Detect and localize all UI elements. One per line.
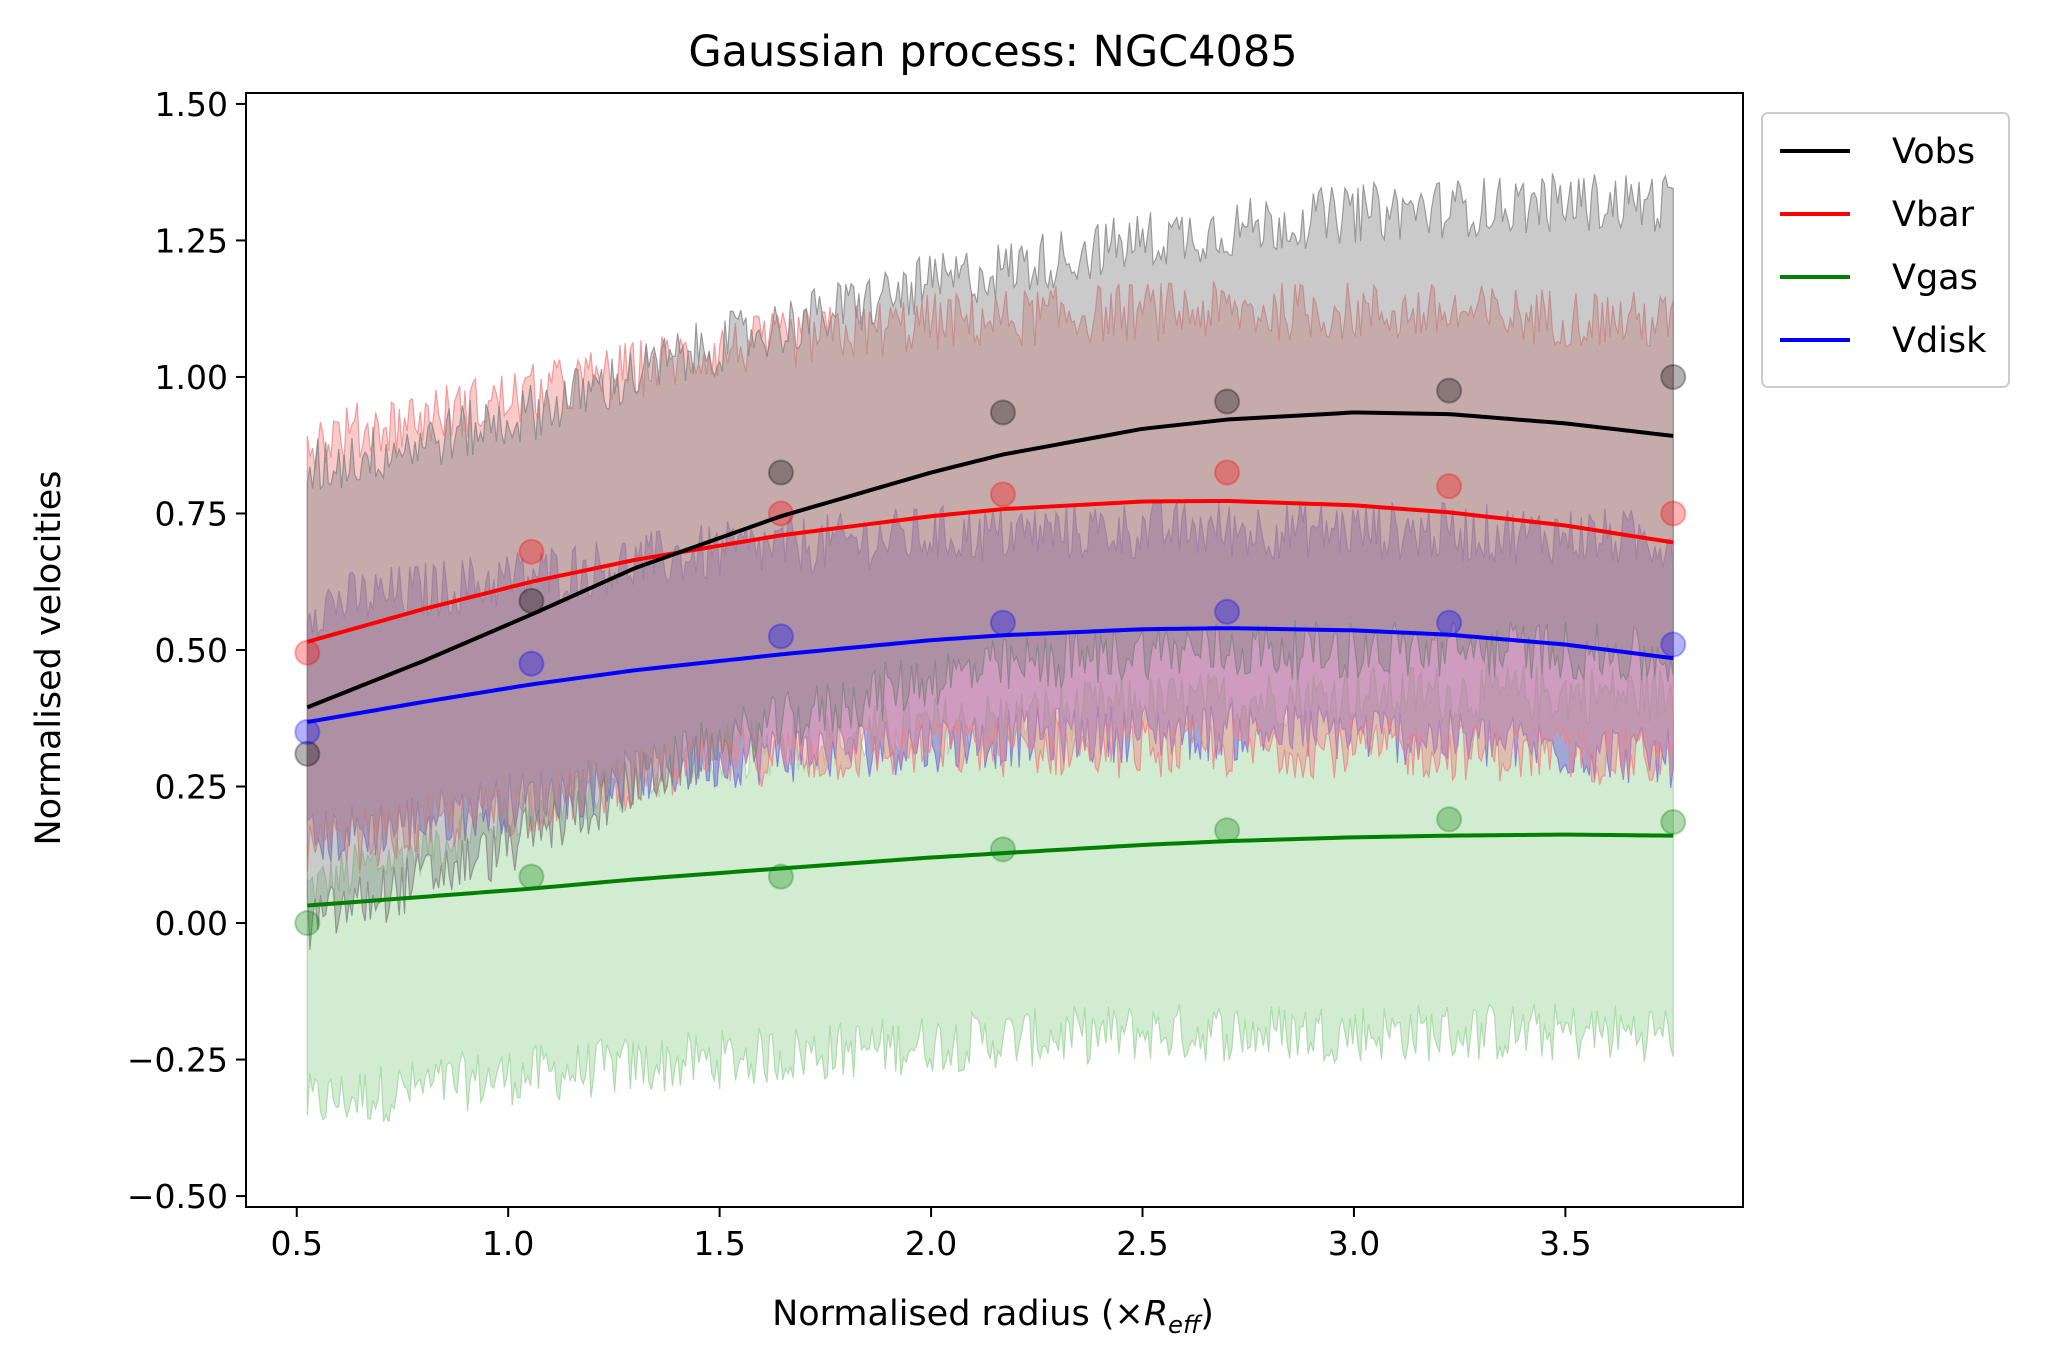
x-axis-label-text: Normalised radius (×Reff) bbox=[772, 1294, 1214, 1339]
band-vbar bbox=[306, 281, 1674, 872]
y-tick-label: −0.25 bbox=[127, 1041, 228, 1080]
x-tick-label: 1.0 bbox=[482, 1224, 534, 1263]
y-tick-label: 0.50 bbox=[155, 631, 228, 670]
data-point-vgas bbox=[1660, 809, 1687, 836]
x-axis-label-symbol: R bbox=[1144, 1294, 1168, 1334]
legend-label-vobs: Vobs bbox=[1892, 132, 1975, 172]
data-point-vbar bbox=[518, 538, 545, 565]
y-tick-label: 1.25 bbox=[155, 221, 228, 260]
x-tick-label: 3.5 bbox=[1539, 1224, 1591, 1263]
y-tick-label: −0.50 bbox=[127, 1177, 228, 1216]
data-point-vobs bbox=[1214, 388, 1241, 415]
data-point-vdisk bbox=[1436, 609, 1463, 636]
data-point-vbar bbox=[1660, 500, 1687, 527]
data-point-vdisk bbox=[294, 718, 321, 745]
x-axis-label-prefix: Normalised radius (× bbox=[772, 1294, 1144, 1334]
data-point-vdisk bbox=[1214, 598, 1241, 625]
data-point-vdisk bbox=[1660, 631, 1687, 658]
data-point-vbar bbox=[294, 639, 321, 666]
data-point-vbar bbox=[989, 481, 1016, 508]
plot-area bbox=[294, 173, 1687, 1123]
data-point-vobs bbox=[989, 399, 1016, 426]
legend-box bbox=[1761, 112, 2010, 388]
line-vbar bbox=[306, 498, 1674, 644]
x-axis-label: Normalised radius (×Reff) bbox=[772, 1294, 1214, 1339]
line-vgas bbox=[307, 832, 1674, 908]
data-point-vgas bbox=[518, 863, 545, 890]
legend-label-vdisk: Vdisk bbox=[1892, 321, 1987, 361]
data-point-vgas bbox=[989, 836, 1016, 863]
data-point-vgas bbox=[1436, 806, 1463, 833]
y-tick-label: 0.25 bbox=[155, 768, 228, 807]
y-tick-label: 0.00 bbox=[155, 904, 228, 943]
band-vobs bbox=[306, 173, 1674, 951]
y-tick-label: 0.75 bbox=[155, 494, 228, 533]
legend: Vobs Vbar Vgas Vdisk bbox=[1761, 112, 2010, 388]
x-tick-label: 1.5 bbox=[693, 1224, 745, 1263]
chart-title: Gaussian process: NGC4085 bbox=[688, 27, 1297, 77]
data-point-vbar bbox=[1214, 459, 1241, 486]
x-axis-label-suffix: ) bbox=[1200, 1294, 1214, 1334]
y-axis: −0.50 −0.25 0.00 0.25 0.50 0.75 1.00 1.25 1.50 bbox=[127, 85, 246, 1216]
data-point-vgas bbox=[294, 910, 321, 937]
chart-title-text: Gaussian process: NGC4085 bbox=[688, 27, 1297, 77]
line-vobs bbox=[306, 410, 1674, 710]
band-vdisk bbox=[306, 500, 1674, 862]
y-tick-label: 1.50 bbox=[155, 85, 228, 124]
data-point-vdisk bbox=[767, 623, 794, 650]
data-point-vdisk bbox=[989, 609, 1016, 636]
x-axis-label-subscript: eff bbox=[1168, 1311, 1203, 1339]
x-tick-label: 0.5 bbox=[271, 1224, 323, 1263]
data-point-vobs bbox=[1436, 377, 1463, 404]
data-point-vbar bbox=[1436, 473, 1463, 500]
data-point-vdisk bbox=[518, 650, 545, 677]
y-tick-label: 1.00 bbox=[155, 358, 228, 397]
data-point-vobs bbox=[767, 459, 794, 486]
data-point-vgas bbox=[1214, 817, 1241, 844]
data-point-vobs bbox=[1660, 363, 1687, 390]
x-tick-label: 3.0 bbox=[1328, 1224, 1380, 1263]
line-vdisk bbox=[306, 626, 1674, 725]
y-axis-label-text: Normalised velocities bbox=[29, 470, 69, 845]
x-axis: 0.5 1.0 1.5 2.0 2.5 3.0 3.5 bbox=[271, 1207, 1592, 1263]
legend-label-vgas: Vgas bbox=[1892, 258, 1978, 298]
x-tick-label: 2.0 bbox=[905, 1224, 957, 1263]
x-tick-label: 2.5 bbox=[1116, 1224, 1168, 1263]
legend-label-vbar: Vbar bbox=[1892, 195, 1975, 235]
y-axis-label: Normalised velocities bbox=[29, 470, 69, 845]
data-point-vobs bbox=[294, 740, 321, 767]
